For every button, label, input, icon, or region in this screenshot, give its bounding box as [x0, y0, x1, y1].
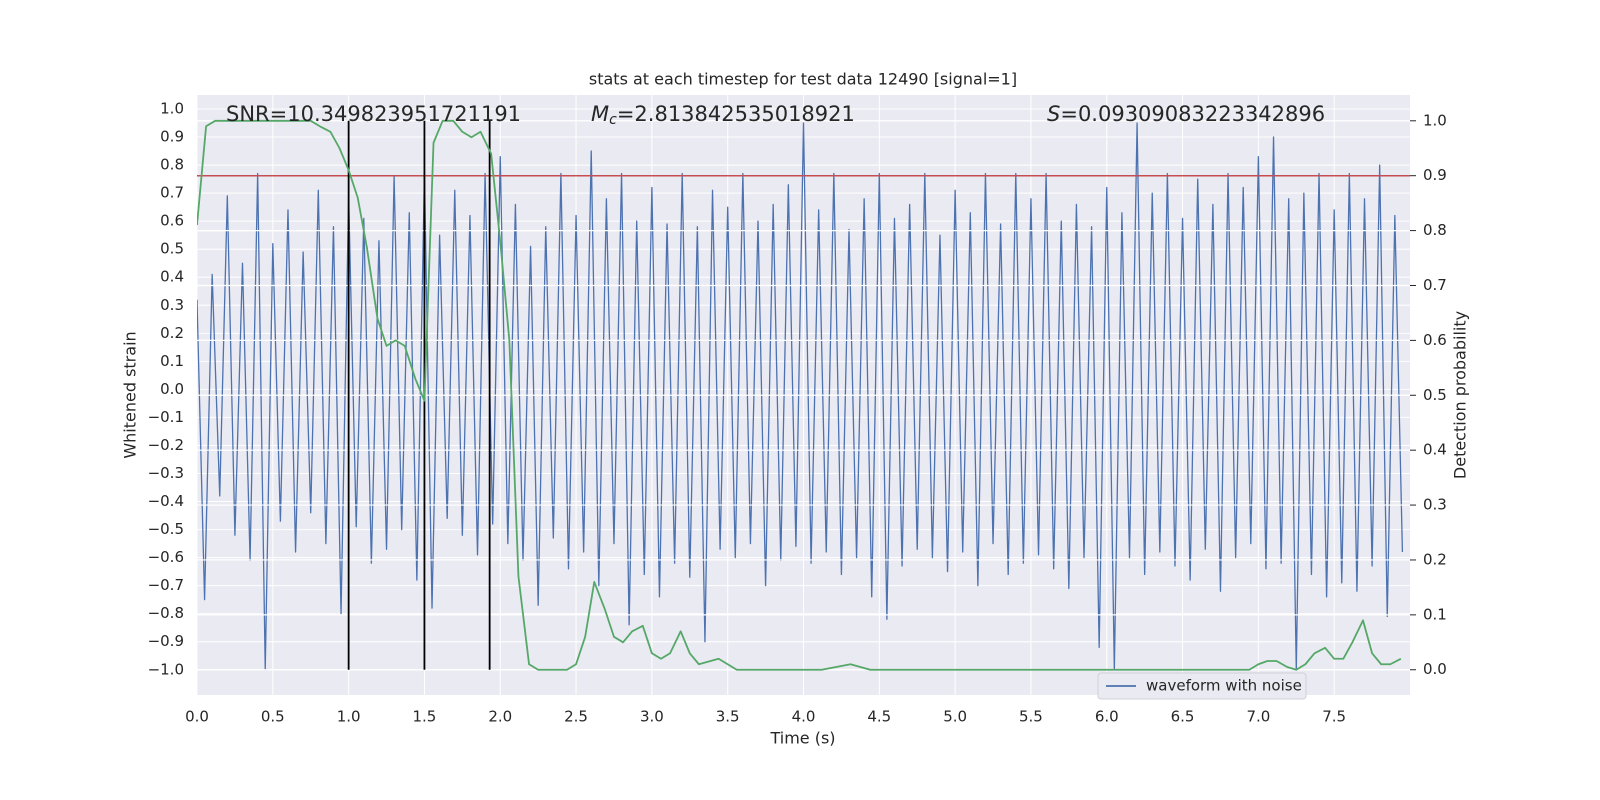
y-tick-label: −0.9	[148, 632, 184, 650]
x-tick-label: 6.5	[1171, 708, 1195, 726]
x-tick-label: 4.0	[792, 708, 816, 726]
x-tick-label: 1.5	[413, 708, 437, 726]
x-tick-label: 3.5	[716, 708, 740, 726]
x-tick-label: 2.0	[488, 708, 512, 726]
y2-tick-label: 0.8	[1423, 221, 1447, 239]
y-tick-label: −0.6	[148, 548, 184, 566]
annotation: S=0.09309083223342896	[1047, 102, 1325, 126]
x-tick-label: 5.5	[1019, 708, 1043, 726]
y2-tick-label: 0.6	[1423, 331, 1447, 349]
legend-label: waveform with noise	[1146, 677, 1302, 695]
y-tick-label: 0.8	[160, 156, 184, 174]
y2-tick-label: 0.3	[1423, 496, 1447, 514]
labels: 0.0 0.5 1.0 1.5 2.0 2.5 3.0 3.5 4.0 4.5 5.0 5.5 6.0 6…	[148, 100, 1447, 726]
annotation-subscript: c	[609, 112, 617, 128]
y-tick-label: 0.2	[160, 324, 184, 342]
y-tick-label: 0.5	[160, 240, 184, 258]
annotation-symbol: S	[1047, 102, 1060, 126]
annotation-text: =2.813842535018921	[617, 102, 855, 126]
y-tick-label: −0.2	[148, 436, 184, 454]
x-tick-label: 4.5	[867, 708, 891, 726]
annotation-text: =0.09309083223342896	[1060, 102, 1325, 126]
y-tick-label: −0.3	[148, 464, 184, 482]
data-line	[197, 119, 1402, 671]
y-tick-label: −0.8	[148, 604, 184, 622]
x-tick-label: 3.0	[640, 708, 664, 726]
y2-tick-label: 0.0	[1423, 660, 1447, 678]
y2-tick-label: 0.4	[1423, 441, 1447, 459]
x-tick-label: 7.0	[1246, 708, 1270, 726]
x-tick-label: 1.0	[337, 708, 361, 726]
y2-axis-label: Detection probability	[1451, 311, 1470, 479]
y2-tick-label: 0.7	[1423, 276, 1447, 294]
y-tick-label: −1.0	[148, 660, 184, 678]
x-tick-label: 0.5	[261, 708, 285, 726]
y-tick-label: 0.6	[160, 212, 184, 230]
x-axis-label: Time (s)	[769, 729, 835, 748]
chart-title: stats at each timestep for test data 124…	[589, 70, 1017, 89]
y2-tick-label: 1.0	[1423, 111, 1447, 129]
y-axis-label: Whitened strain	[121, 331, 140, 458]
y-tick-label: 0.7	[160, 184, 184, 202]
x-tick-label: 7.5	[1322, 708, 1346, 726]
y-tick-label: −0.5	[148, 520, 184, 538]
y-tick-label: 0.0	[160, 380, 184, 398]
overlay-layer	[197, 119, 1410, 671]
y-tick-label: 1.0	[160, 100, 184, 118]
x-tick-label: 6.0	[1095, 708, 1119, 726]
x-tick-label: 5.0	[943, 708, 967, 726]
y-tick-label: 0.3	[160, 296, 184, 314]
annotation: SNR=10.349823951721191	[226, 102, 521, 126]
y-tick-label: −0.4	[148, 492, 184, 510]
y2-tick-label: 0.1	[1423, 605, 1447, 623]
y-tick-label: 0.1	[160, 352, 184, 370]
y-tick-label: 0.9	[160, 128, 184, 146]
y2-tick-label: 0.9	[1423, 166, 1447, 184]
x-tick-label: 0.0	[185, 708, 209, 726]
annotation: Mc=2.813842535018921	[591, 102, 855, 128]
y-tick-label: −0.7	[148, 576, 184, 594]
y2-tick-label: 0.5	[1423, 386, 1447, 404]
annotation-symbol: M	[591, 102, 609, 126]
x-tick-label: 2.5	[564, 708, 588, 726]
y-tick-label: 0.4	[160, 268, 184, 286]
y2-tick-label: 0.2	[1423, 550, 1447, 568]
data-line	[197, 122, 1404, 671]
legend-box	[1097, 672, 1307, 700]
y-tick-label: −0.1	[148, 408, 184, 426]
